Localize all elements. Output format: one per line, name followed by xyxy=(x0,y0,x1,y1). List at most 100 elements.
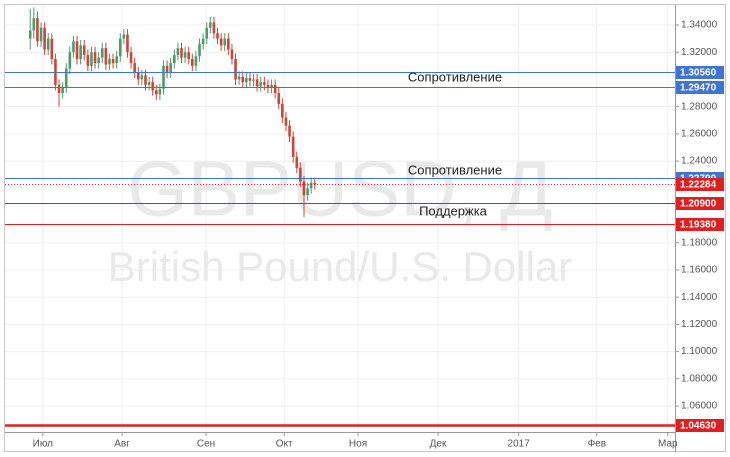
candle-body xyxy=(194,56,198,66)
candle-body xyxy=(183,52,187,58)
candle-body xyxy=(187,52,191,60)
y-tick-label: 1.06000 xyxy=(681,401,718,412)
candle-body xyxy=(266,84,270,88)
candle-body xyxy=(173,54,176,64)
candle-body xyxy=(144,75,147,85)
level-label: 1.20900 xyxy=(680,199,717,210)
candle-body xyxy=(61,87,64,94)
candle-body xyxy=(216,33,219,39)
frame xyxy=(4,4,726,452)
candle-body xyxy=(291,136,295,157)
candle-body xyxy=(176,48,180,55)
candle-body xyxy=(36,18,39,42)
candle-body xyxy=(281,103,284,118)
level-label: 1.19380 xyxy=(680,220,717,231)
candle-body xyxy=(259,82,263,87)
candle-body xyxy=(82,45,86,55)
candle-body xyxy=(133,63,136,73)
candle-body xyxy=(75,41,79,60)
candle-body xyxy=(209,22,212,28)
candle-body xyxy=(115,56,118,64)
candle-body xyxy=(108,59,111,65)
y-tick-label: 1.34000 xyxy=(681,20,718,31)
candle-body xyxy=(313,182,317,185)
candle-body xyxy=(90,52,93,66)
candle-body xyxy=(165,65,169,73)
candle-body xyxy=(306,188,309,196)
level-label: 1.22284 xyxy=(680,180,717,191)
candle-body xyxy=(140,75,144,80)
candle-body xyxy=(295,156,299,168)
candle-body xyxy=(68,52,72,69)
x-tick-label: 2017 xyxy=(508,439,531,450)
candle-body xyxy=(284,117,288,126)
level-label: 1.04630 xyxy=(680,421,717,432)
candle-body xyxy=(309,182,313,189)
candle-body xyxy=(180,48,183,58)
x-tick-label: Фев xyxy=(588,439,606,450)
watermark: GBPUSD, Д xyxy=(127,145,553,233)
y-tick-label: 1.18000 xyxy=(681,237,718,248)
candle-body xyxy=(169,63,172,73)
x-tick-label: Июл xyxy=(33,439,53,450)
candle-body xyxy=(118,38,122,57)
level-label: 1.30560 xyxy=(680,68,717,79)
candle-body xyxy=(72,41,75,53)
candle-body xyxy=(86,54,90,66)
y-tick-label: 1.32000 xyxy=(681,47,718,58)
candle-body xyxy=(227,38,230,50)
candle-body xyxy=(288,125,291,137)
level-label: 1.29470 xyxy=(680,83,717,94)
candle-body xyxy=(158,88,162,95)
candle-body xyxy=(147,82,151,85)
candle-body xyxy=(277,93,281,104)
y-tick-label: 1.12000 xyxy=(681,319,718,330)
candle-body xyxy=(201,38,205,45)
y-tick-label: 1.24000 xyxy=(681,156,718,167)
candle-body xyxy=(299,167,302,182)
candle-body xyxy=(28,30,32,39)
level-label-box xyxy=(676,66,724,79)
candle-body xyxy=(93,52,97,64)
x-tick-label: Сен xyxy=(197,439,215,450)
candle-body xyxy=(273,84,277,94)
candle-body xyxy=(302,181,306,196)
y-tick-label: 1.08000 xyxy=(681,373,718,384)
candle-body xyxy=(100,48,104,58)
candle-body xyxy=(43,27,46,50)
x-tick-label: Авг xyxy=(114,439,130,450)
candle-body xyxy=(39,27,43,42)
annotation: Сопротивление xyxy=(408,162,502,177)
y-tick-label: 1.10000 xyxy=(681,346,718,357)
level-label-box xyxy=(676,178,724,191)
candle-body xyxy=(255,79,259,87)
candle-body xyxy=(111,59,115,64)
candle-body xyxy=(223,38,227,46)
candle-body xyxy=(129,52,133,64)
candle-body xyxy=(252,79,255,81)
candle-body xyxy=(237,76,241,80)
x-tick-label: Дек xyxy=(430,439,447,450)
candle-body xyxy=(57,84,61,94)
candle-body xyxy=(248,78,252,81)
candle-body xyxy=(234,59,237,80)
candle-body xyxy=(162,65,165,89)
level-label-box xyxy=(676,419,724,432)
candle-body xyxy=(191,59,194,66)
candle-body xyxy=(64,68,68,88)
candle-body xyxy=(154,90,158,95)
level-label-box xyxy=(676,81,724,94)
candle-body xyxy=(151,82,154,91)
candle-body xyxy=(263,82,266,85)
y-tick-label: 1.26000 xyxy=(681,129,718,140)
x-tick-label: Окт xyxy=(276,439,293,450)
candle-body xyxy=(97,57,100,64)
candle-body xyxy=(241,76,245,83)
candle-body xyxy=(136,72,140,80)
candle-body xyxy=(270,84,273,88)
candle-body xyxy=(198,44,201,57)
y-tick-label: 1.16000 xyxy=(681,265,718,276)
y-tick-label: 1.14000 xyxy=(681,292,718,303)
candle-body xyxy=(46,38,50,50)
candle-body xyxy=(245,78,248,83)
